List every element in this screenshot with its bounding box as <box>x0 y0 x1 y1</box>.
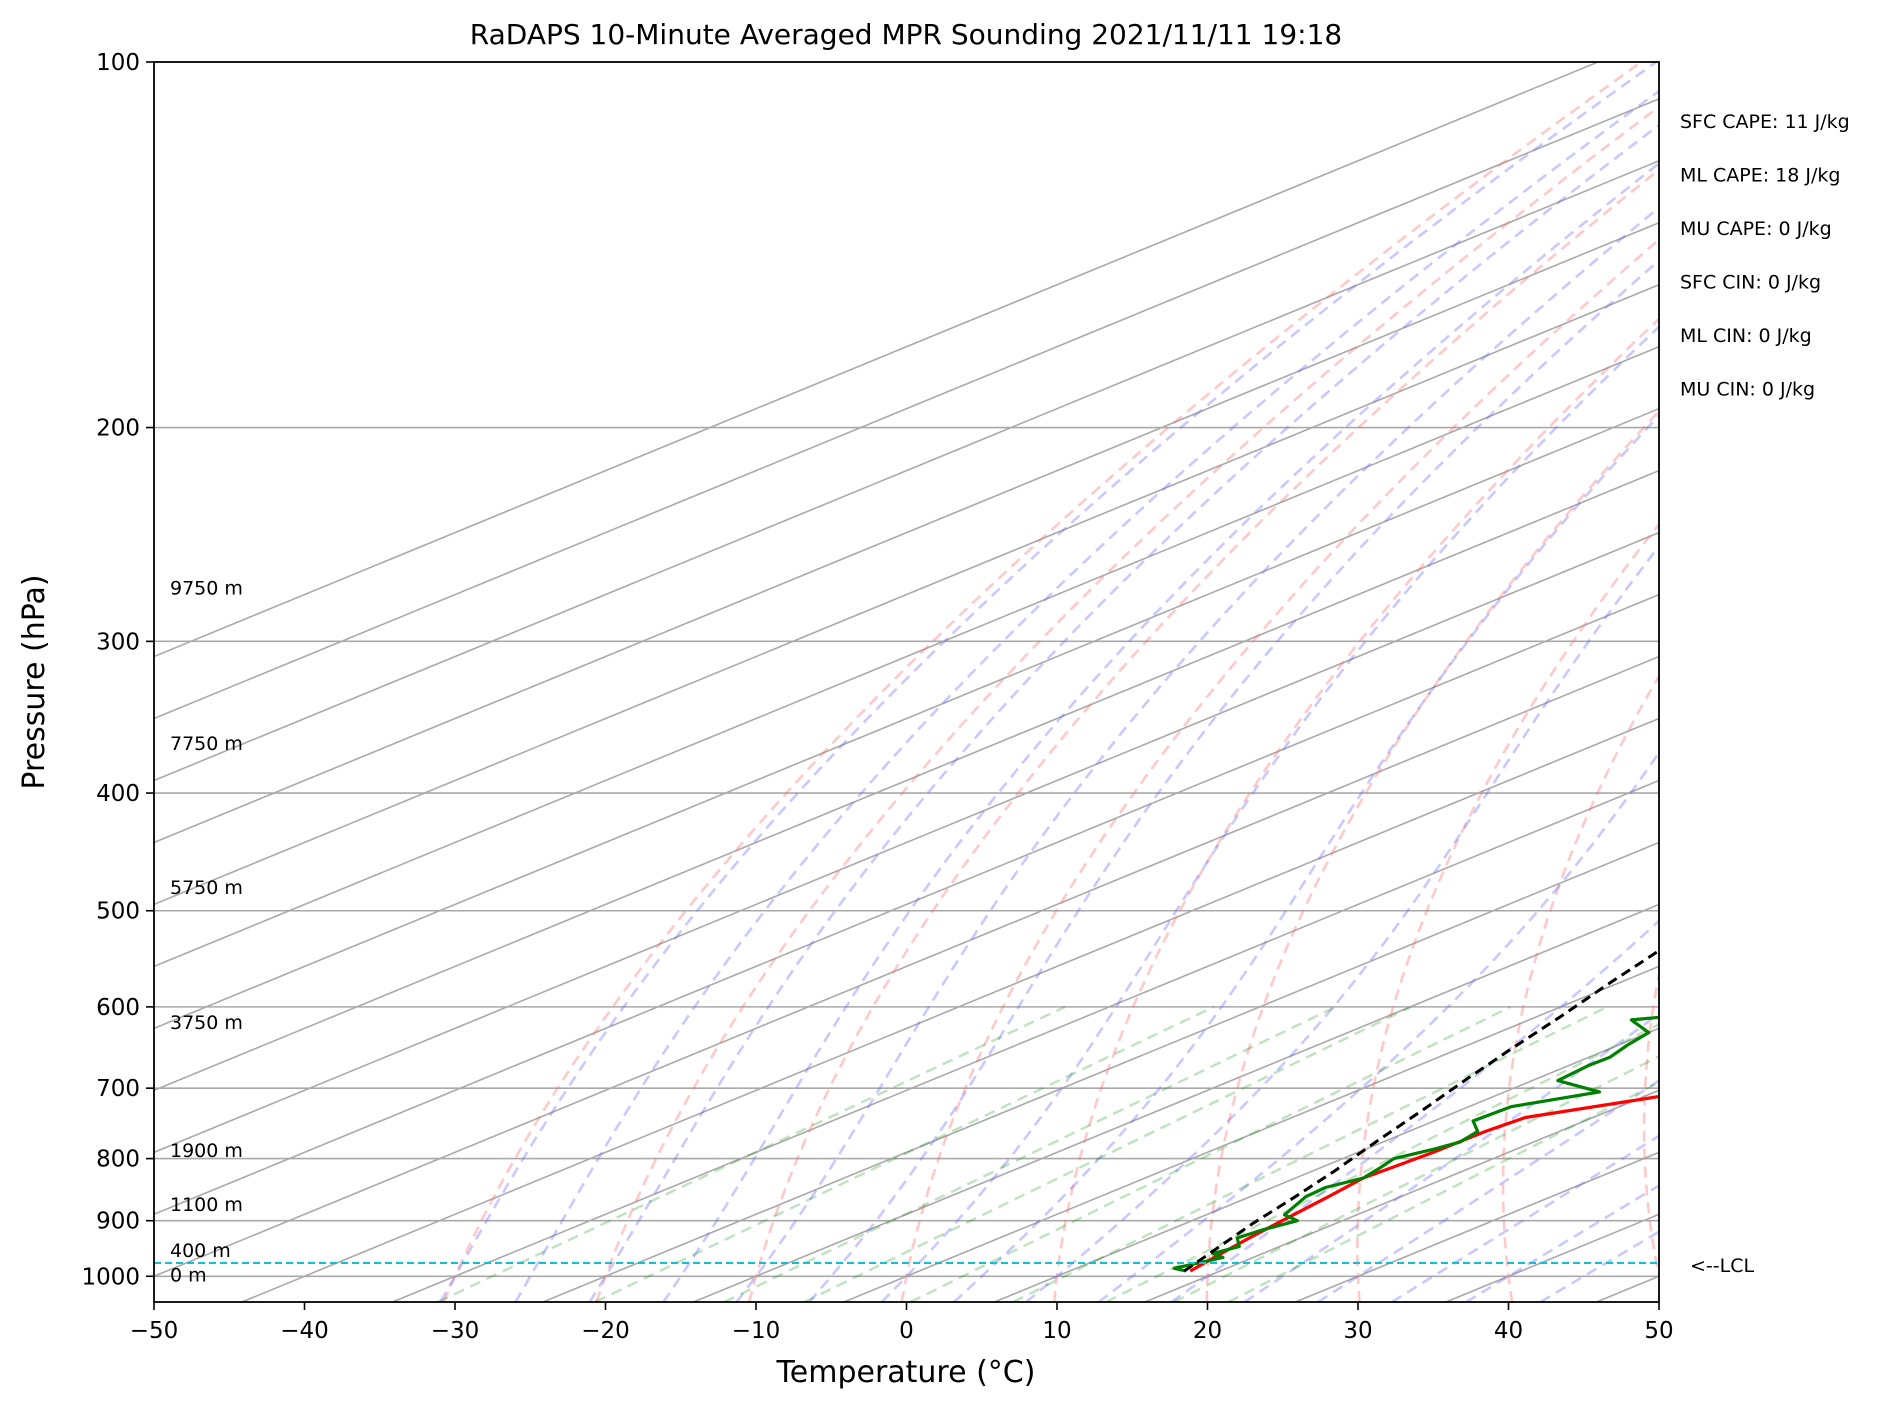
dry-adiabat <box>1642 967 1659 1283</box>
isotherm-40 <box>1445 1213 1659 1302</box>
isotherm--20 <box>542 841 1659 1302</box>
dewpoint-profile <box>1172 1015 1659 1273</box>
dry-adiabat <box>442 62 1642 1302</box>
y-tick-label: 100 <box>96 50 140 76</box>
height-label: 7750 m <box>170 733 243 755</box>
mixing-ratio-line <box>723 1005 1337 1302</box>
dry-adiabat <box>1205 409 1659 1302</box>
x-tick-label: 10 <box>1042 1318 1071 1344</box>
isotherm--150 <box>154 62 1599 658</box>
isotherm--50 <box>154 655 1659 1278</box>
isotherm--40 <box>241 717 1659 1302</box>
moist-adiabat <box>880 325 1659 1302</box>
stability-index: ML CIN: 0 J/kg <box>1680 325 1812 347</box>
y-tick-label: 900 <box>96 1209 140 1235</box>
height-label: 5750 m <box>170 877 243 899</box>
isotherm--60 <box>154 593 1659 1216</box>
x-tick-label: −20 <box>581 1318 630 1344</box>
isotherm--110 <box>154 283 1659 906</box>
height-label: 0 m <box>170 1264 207 1286</box>
y-tick-label: 700 <box>96 1076 140 1102</box>
plot-frame <box>153 61 1660 1303</box>
isotherm--10 <box>693 903 1659 1302</box>
isotherm-20 <box>1144 1089 1659 1302</box>
isotherm--120 <box>154 221 1659 844</box>
background-lines <box>154 62 1896 1302</box>
moist-adiabat <box>1539 1230 1659 1302</box>
dry-adiabat <box>1781 62 1896 1302</box>
moist-adiabat <box>1097 750 1659 1302</box>
isotherm-50 <box>1596 1275 1659 1302</box>
stability-index: MU CIN: 0 J/kg <box>1680 379 1815 401</box>
axis-ticks: −50 −40 −30 −20 −10 0 10 20 30 40 50 1000 900 800 700 6… <box>81 50 1673 1344</box>
data-lines <box>1172 948 1659 1273</box>
stability-index: SFC CAPE: 11 J/kg <box>1680 111 1850 133</box>
mixing-ratio-line <box>909 1005 1512 1302</box>
moist-adiabat <box>1025 544 1659 1302</box>
isotherm--100 <box>154 345 1659 968</box>
x-axis-label: Temperature (°C) <box>776 1355 1036 1390</box>
stability-index: MU CAPE: 0 J/kg <box>1680 218 1832 240</box>
mixing-ratio-line <box>1173 1055 1659 1302</box>
isotherm--90 <box>154 407 1659 1030</box>
mixing-ratio-line <box>437 1005 1066 1302</box>
y-tick-label: 300 <box>96 629 140 655</box>
x-tick-label: 0 <box>899 1318 914 1344</box>
moist-adiabat <box>1243 1012 1659 1302</box>
y-axis-label: Pressure (hPa) <box>17 574 52 789</box>
mixing-ratio-line <box>803 1005 1412 1302</box>
isotherm--30 <box>392 779 1659 1302</box>
y-tick-label: 500 <box>96 899 140 925</box>
chart-labels: RaDAPS 10-Minute Averaged MPR Sounding 2… <box>17 18 1850 1390</box>
isotherm-0 <box>843 965 1659 1302</box>
chart-title: RaDAPS 10-Minute Averaged MPR Sounding 2… <box>470 18 1342 51</box>
y-tick-label: 800 <box>96 1147 140 1173</box>
height-label: 1900 m <box>170 1140 243 1162</box>
parcel-profile <box>1183 948 1659 1273</box>
x-tick-label: −30 <box>431 1318 480 1344</box>
x-tick-label: −50 <box>130 1318 179 1344</box>
temperature-profile <box>1189 1094 1659 1273</box>
axes-frame <box>153 61 1660 1303</box>
dry-adiabat <box>747 168 1659 1302</box>
stability-index: SFC CIN: 0 J/kg <box>1680 272 1821 294</box>
y-tick-label: 400 <box>96 781 140 807</box>
dry-adiabat <box>595 105 1659 1302</box>
isotherm--70 <box>154 531 1659 1154</box>
y-tick-label: 600 <box>96 995 140 1021</box>
height-label: 9750 m <box>170 578 243 600</box>
isotherm-10 <box>994 1027 1659 1302</box>
moist-adiabat <box>439 62 1657 1302</box>
x-tick-label: 20 <box>1193 1318 1222 1344</box>
x-tick-label: 50 <box>1644 1318 1673 1344</box>
height-label: 400 m <box>170 1240 231 1262</box>
moist-adiabat <box>808 258 1659 1302</box>
dry-adiabat <box>1053 317 1659 1302</box>
x-tick-label: 30 <box>1343 1318 1372 1344</box>
moist-adiabat <box>735 205 1659 1302</box>
lcl-label: <--LCL <box>1690 1255 1754 1277</box>
moist-adiabat <box>588 123 1659 1302</box>
x-tick-label: 40 <box>1494 1318 1523 1344</box>
isotherm--80 <box>154 469 1659 1092</box>
moist-adiabat <box>1465 1183 1659 1302</box>
moist-adiabat <box>953 413 1659 1302</box>
mixing-ratio-line <box>594 1005 1215 1302</box>
x-tick-label: −10 <box>732 1318 781 1344</box>
moist-adiabat <box>514 89 1659 1302</box>
isotherm--130 <box>154 159 1659 782</box>
x-tick-label: −40 <box>280 1318 329 1344</box>
y-tick-label: 1000 <box>81 1264 140 1290</box>
mixing-ratio-line <box>1227 1081 1659 1302</box>
stability-index: ML CAPE: 18 J/kg <box>1680 165 1840 187</box>
height-label: 1100 m <box>170 1194 243 1216</box>
y-tick-label: 200 <box>96 416 140 442</box>
moist-adiabat <box>1391 1134 1659 1302</box>
isotherm--140 <box>154 97 1659 720</box>
height-label: 3750 m <box>170 1012 243 1034</box>
moist-adiabat <box>662 161 1659 1302</box>
